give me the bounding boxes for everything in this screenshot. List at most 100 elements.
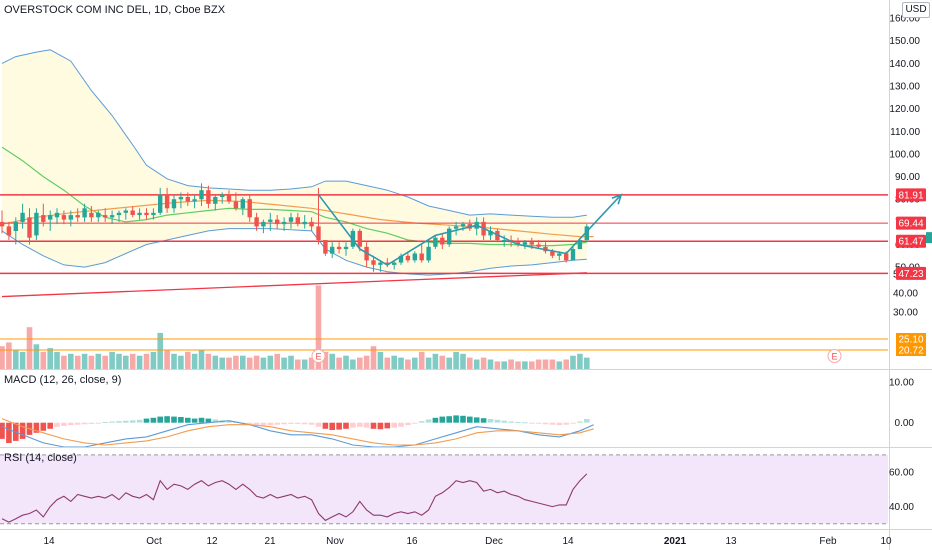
candle-body[interactable] <box>0 221 5 227</box>
volume-bar <box>391 355 397 369</box>
candle-body[interactable] <box>275 219 280 225</box>
candle-body[interactable] <box>330 246 335 254</box>
candle-body[interactable] <box>199 190 204 200</box>
candle-body[interactable] <box>109 215 115 218</box>
candle-body[interactable] <box>502 240 507 241</box>
candle-body[interactable] <box>288 217 294 222</box>
candle-body[interactable] <box>41 215 46 222</box>
candle-body[interactable] <box>185 197 190 202</box>
candle-body[interactable] <box>343 246 349 250</box>
earnings-marker[interactable] <box>311 349 326 363</box>
candle-body[interactable] <box>412 253 417 261</box>
candle-body[interactable] <box>453 226 459 229</box>
candle-body[interactable] <box>137 212 142 216</box>
candle-body[interactable] <box>151 212 156 216</box>
candle-body[interactable] <box>178 197 184 200</box>
candle-body[interactable] <box>557 253 562 256</box>
macd-histogram-bar <box>315 422 322 427</box>
candle-body[interactable] <box>295 217 300 225</box>
rsi-pane[interactable] <box>0 454 888 525</box>
candle-body[interactable] <box>247 199 252 218</box>
macd-histogram-bar <box>0 422 5 439</box>
candle-body[interactable] <box>68 215 73 220</box>
price-tick-label: 90.00 <box>895 172 920 183</box>
candle-body[interactable] <box>82 208 87 218</box>
candle-body[interactable] <box>584 226 589 240</box>
candle-body[interactable] <box>20 212 25 222</box>
candle-body[interactable] <box>515 242 521 245</box>
candle-body[interactable] <box>529 242 534 245</box>
candle-body[interactable] <box>447 228 452 245</box>
candle-body[interactable] <box>550 251 555 256</box>
candle-body[interactable] <box>460 224 466 227</box>
candle-body[interactable] <box>116 212 122 216</box>
candle-body[interactable] <box>89 212 94 218</box>
candle-body[interactable] <box>398 255 404 263</box>
candle-body[interactable] <box>316 226 321 240</box>
candle-body[interactable] <box>123 210 128 213</box>
candle-body[interactable] <box>206 190 211 204</box>
candle-body[interactable] <box>564 253 569 261</box>
candle-body[interactable] <box>323 240 328 254</box>
candle-body[interactable] <box>171 199 177 209</box>
candle-body[interactable] <box>220 194 225 197</box>
macd-histogram-bar <box>570 422 576 424</box>
candle-body[interactable] <box>357 230 362 247</box>
candle-body[interactable] <box>75 215 80 218</box>
candle-body[interactable] <box>309 221 314 227</box>
candle-body[interactable] <box>385 262 390 265</box>
candle-body[interactable] <box>302 221 307 225</box>
candle-body[interactable] <box>192 199 197 202</box>
candle-body[interactable] <box>261 221 266 227</box>
volume-bar <box>240 355 246 369</box>
candle-body[interactable] <box>240 199 245 209</box>
volume-bar <box>19 351 26 369</box>
candle-body[interactable] <box>130 210 135 216</box>
candle-body[interactable] <box>536 244 541 247</box>
candle-body[interactable] <box>336 246 342 250</box>
volume-bar <box>439 355 446 369</box>
candle-body[interactable] <box>233 201 239 209</box>
candle-body[interactable] <box>254 217 259 227</box>
rsi-title: RSI (14, close) <box>4 452 77 464</box>
candle-body[interactable] <box>103 215 108 218</box>
candle-body[interactable] <box>61 215 67 220</box>
candle-body[interactable] <box>13 221 18 231</box>
candle-body[interactable] <box>213 197 218 204</box>
candle-body[interactable] <box>440 237 445 245</box>
candle-body[interactable] <box>378 262 383 265</box>
candle-body[interactable] <box>144 212 149 216</box>
candle-body[interactable] <box>426 246 431 261</box>
macd-histogram-bar <box>542 422 549 425</box>
candle-body[interactable] <box>34 212 39 236</box>
candle-body[interactable] <box>433 237 438 247</box>
candle-body[interactable] <box>577 240 583 250</box>
candle-body[interactable] <box>268 219 273 222</box>
candle-body[interactable] <box>419 253 424 261</box>
candle-body[interactable] <box>6 226 12 236</box>
candle-body[interactable] <box>48 215 53 220</box>
candle-body[interactable] <box>158 194 163 213</box>
candle-body[interactable] <box>570 249 576 261</box>
candle-body[interactable] <box>281 221 287 225</box>
projection-arrow-path[interactable] <box>317 194 622 266</box>
candle-body[interactable] <box>371 260 376 265</box>
candle-body[interactable] <box>96 212 101 218</box>
candle-body[interactable] <box>54 212 60 218</box>
earnings-marker[interactable] <box>827 349 842 363</box>
macd-histogram-bar <box>295 422 301 424</box>
candle-body[interactable] <box>522 242 528 245</box>
macd-histogram-bar <box>260 422 267 426</box>
time-tick-label: 16 <box>406 536 418 547</box>
trendline[interactable] <box>1 272 587 298</box>
candle-body[interactable] <box>392 262 397 265</box>
candle-body[interactable] <box>164 194 170 209</box>
candle-body[interactable] <box>27 217 32 238</box>
candle-body[interactable] <box>488 230 493 236</box>
candle-body[interactable] <box>405 255 411 261</box>
candle-body[interactable] <box>226 194 232 202</box>
macd-pane[interactable] <box>0 415 594 448</box>
currency-button[interactable]: USD <box>902 2 930 18</box>
